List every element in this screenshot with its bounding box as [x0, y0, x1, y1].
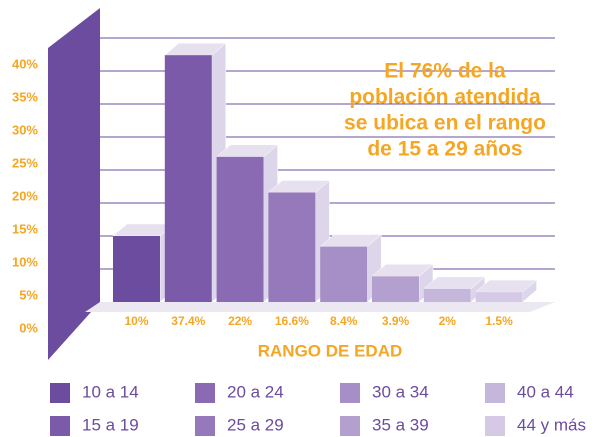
value-label: 3.9% [382, 314, 410, 328]
legend-swatch [485, 416, 505, 436]
x-axis-label: RANGO DE EDAD [258, 341, 403, 360]
annotation: El 76% de la [384, 60, 506, 83]
legend-swatch [50, 416, 70, 436]
legend-label: 44 y más [517, 415, 586, 434]
value-label: 1.5% [485, 314, 513, 328]
legend-swatch [340, 416, 360, 436]
bar [475, 292, 523, 302]
y-tick-label: 40% [12, 56, 38, 71]
floor [85, 302, 555, 312]
y-tick-label: 5% [19, 287, 38, 302]
bar [268, 192, 316, 302]
legend-label: 10 a 14 [82, 382, 139, 401]
legend-label: 15 a 19 [82, 415, 139, 434]
legend-swatch [195, 416, 215, 436]
legend-label: 25 a 29 [227, 415, 284, 434]
y-tick-label: 25% [12, 155, 38, 170]
annotation: se ubica en el rango [344, 112, 546, 135]
bar [372, 276, 419, 302]
annotation: de 15 a 29 años [367, 138, 522, 161]
legend-label: 20 a 24 [227, 382, 284, 401]
bar [320, 246, 368, 302]
bar [164, 55, 212, 302]
value-label: 22% [228, 314, 252, 328]
y-tick-label: 15% [12, 221, 38, 236]
y-tick-label: 0% [19, 320, 38, 335]
legend-swatch [195, 383, 215, 403]
bar [113, 236, 160, 302]
bar [216, 156, 264, 302]
value-label: 8.4% [330, 314, 358, 328]
y-tick-label: 10% [12, 254, 38, 269]
y-tick-label: 20% [12, 188, 38, 203]
annotation: población atendida [349, 86, 541, 109]
y-tick-label: 35% [12, 89, 38, 104]
value-label: 16.6% [275, 314, 309, 328]
legend-swatch [50, 383, 70, 403]
value-label: 2% [439, 314, 457, 328]
value-label: 10% [124, 314, 148, 328]
legend-label: 40 a 44 [517, 382, 574, 401]
bar [423, 288, 471, 302]
left-wall [48, 8, 100, 360]
legend-swatch [485, 383, 505, 403]
legend-label: 35 a 39 [372, 415, 429, 434]
legend-swatch [340, 383, 360, 403]
y-tick-label: 30% [12, 122, 38, 137]
legend-label: 30 a 34 [372, 382, 429, 401]
value-label: 37.4% [171, 314, 205, 328]
